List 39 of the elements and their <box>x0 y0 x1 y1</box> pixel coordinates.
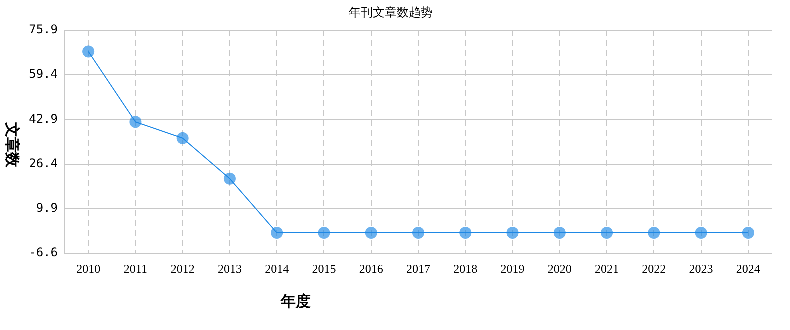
point <box>554 227 566 240</box>
x-tick-label: 2020 <box>548 262 572 276</box>
x-tick-label: 2024 <box>736 262 760 276</box>
point <box>460 227 472 240</box>
y-tick-label: 75.9 <box>29 22 58 37</box>
x-tick-label: 2010 <box>76 262 101 276</box>
x-tick-label: 2014 <box>265 262 290 276</box>
x-tick-label: 2021 <box>595 262 620 276</box>
y-tick-label: 42.9 <box>29 112 58 126</box>
x-tick-label: 2018 <box>454 262 478 276</box>
point <box>130 116 142 128</box>
x-axis-title: 年度 <box>281 292 311 312</box>
x-tick-label: 2019 <box>500 262 525 276</box>
y-tick-label: 59.4 <box>29 67 58 82</box>
x-tick-label: 2023 <box>689 262 714 276</box>
x-tick-label: 2022 <box>642 262 666 276</box>
point <box>412 227 424 240</box>
point <box>318 227 330 240</box>
x-tick-label: 2011 <box>124 262 148 276</box>
y-tick-label: 26.4 <box>29 156 58 170</box>
point <box>742 227 754 240</box>
point <box>648 227 660 240</box>
y-tick-label: 9.9 <box>36 201 58 216</box>
point <box>695 227 708 240</box>
x-tick-label: 2015 <box>312 262 336 276</box>
chart-title: 年刊文章数趋势 <box>349 5 433 20</box>
point <box>601 227 614 240</box>
x-tick-label: 2013 <box>218 262 242 276</box>
point <box>271 227 284 240</box>
x-tick-label: 2017 <box>406 262 430 276</box>
y-tick-label: -6.6 <box>29 246 58 260</box>
point <box>82 46 95 58</box>
point <box>365 227 378 240</box>
point <box>176 132 189 144</box>
point <box>224 172 236 185</box>
y-axis-title: 文章数 <box>2 122 22 168</box>
x-tick-label: 2012 <box>170 262 195 276</box>
point <box>506 227 519 240</box>
x-tick-label: 2016 <box>359 262 384 276</box>
